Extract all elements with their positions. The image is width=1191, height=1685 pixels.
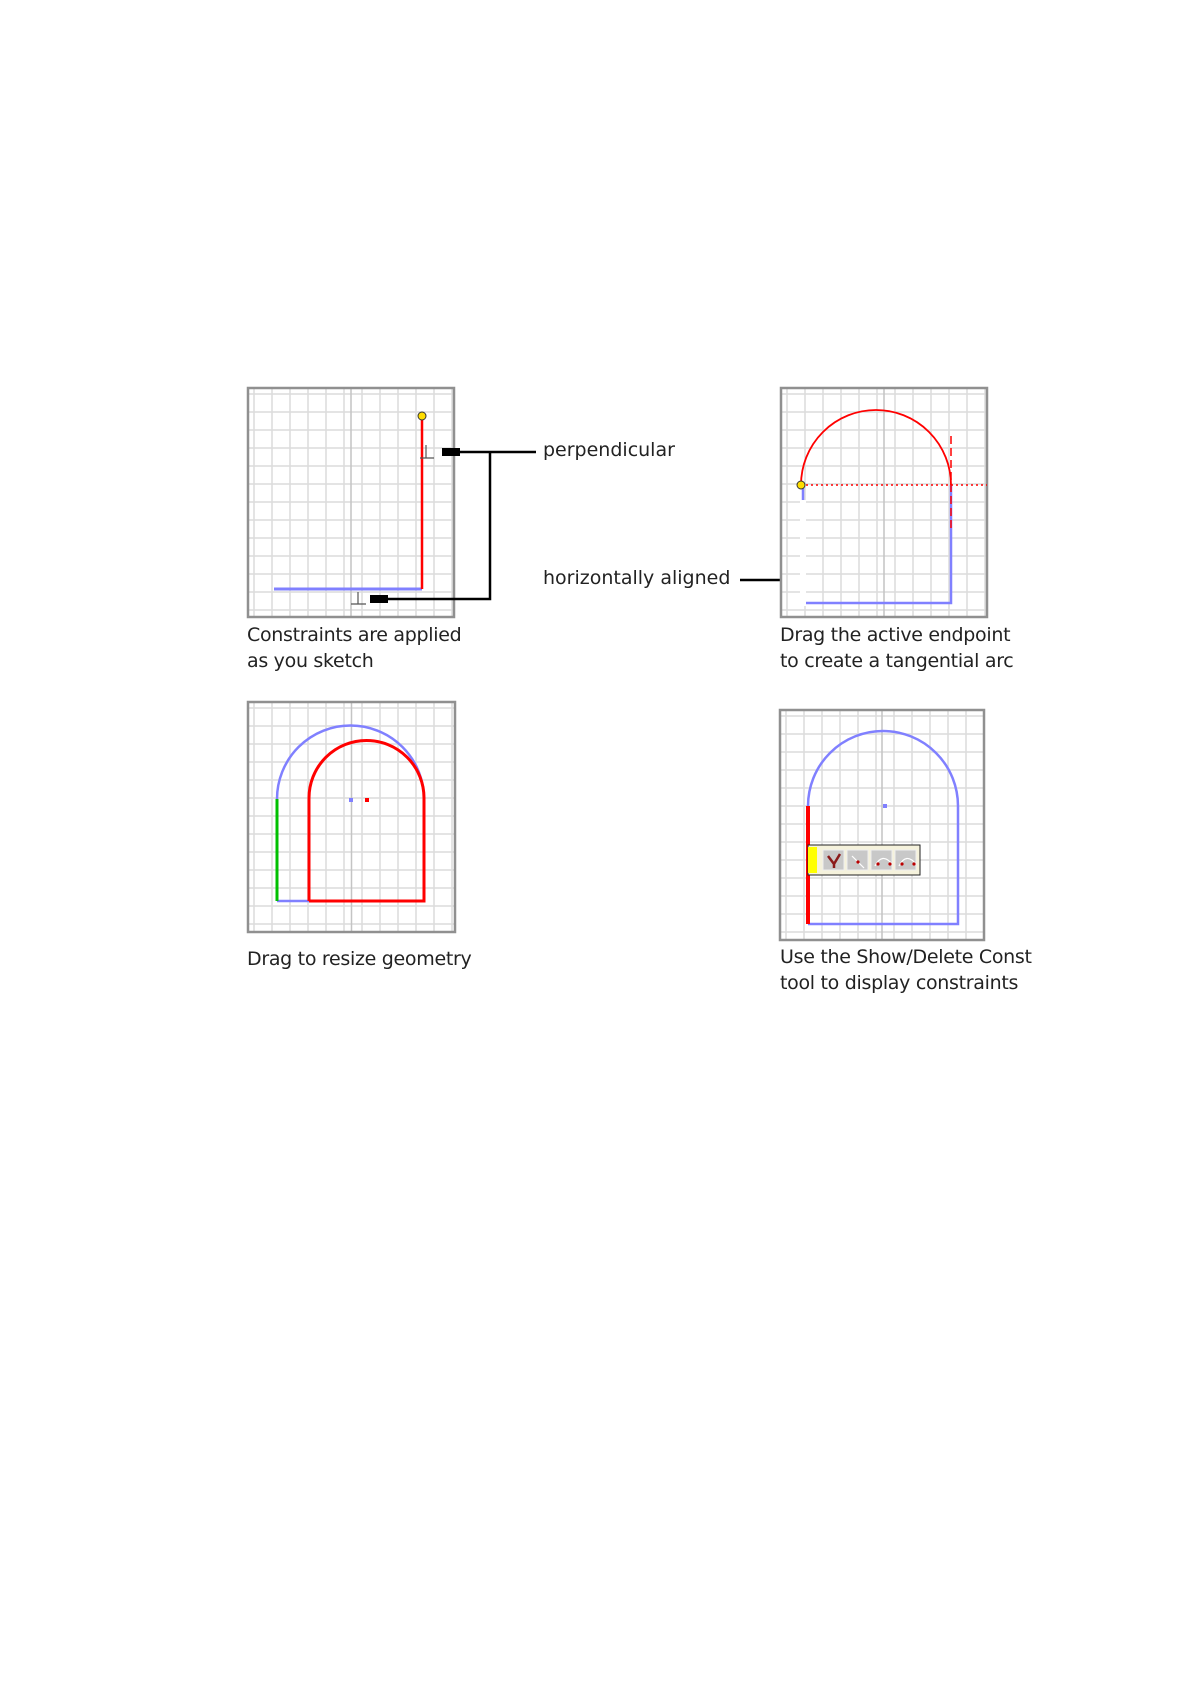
panel-2-frame [779,386,989,619]
center-point [365,798,369,802]
coincident-icon [827,853,842,868]
tangent-icon [898,857,917,867]
center-point [349,798,353,802]
toolbar-marker [808,847,817,873]
constraint-dot [912,862,916,866]
constraint-dot [888,862,892,866]
caption-3: Drag to resize geometry [247,948,472,970]
label-perpendicular: perpendicular [543,439,675,461]
constraint-dot [856,860,860,864]
tangent-icon [874,857,893,867]
arrowhead-icon [370,595,388,603]
constraint-icon-2 [846,849,869,871]
perpendicular-icon [420,445,434,459]
leader-line [380,450,536,601]
endpoint-icon [796,480,806,490]
profile [806,729,960,926]
constraint-dot [876,862,880,866]
panel-4-frame [778,708,986,942]
arc-preview [800,409,952,486]
panel-3-frame [246,700,457,934]
endpoint-icon [417,411,427,421]
label-horizontally-aligned: horizontally aligned [543,567,731,589]
constraint-icon-3 [870,849,893,871]
caption-1: Constraints are applied as you sketch [247,624,462,672]
caption-4: Use the Show/Delete Const tool to display… [780,946,1032,994]
center-point [883,804,887,808]
constraint-dot [900,862,904,866]
resized-profile [307,739,426,903]
perpendicular-icon [351,592,366,605]
constraint-icon-4 [894,849,917,871]
mask [800,500,806,606]
arrowhead-icon [442,448,460,456]
caption-2: Drag the active endpoint to create a tang… [780,624,1014,672]
panel-1-frame [246,386,456,619]
